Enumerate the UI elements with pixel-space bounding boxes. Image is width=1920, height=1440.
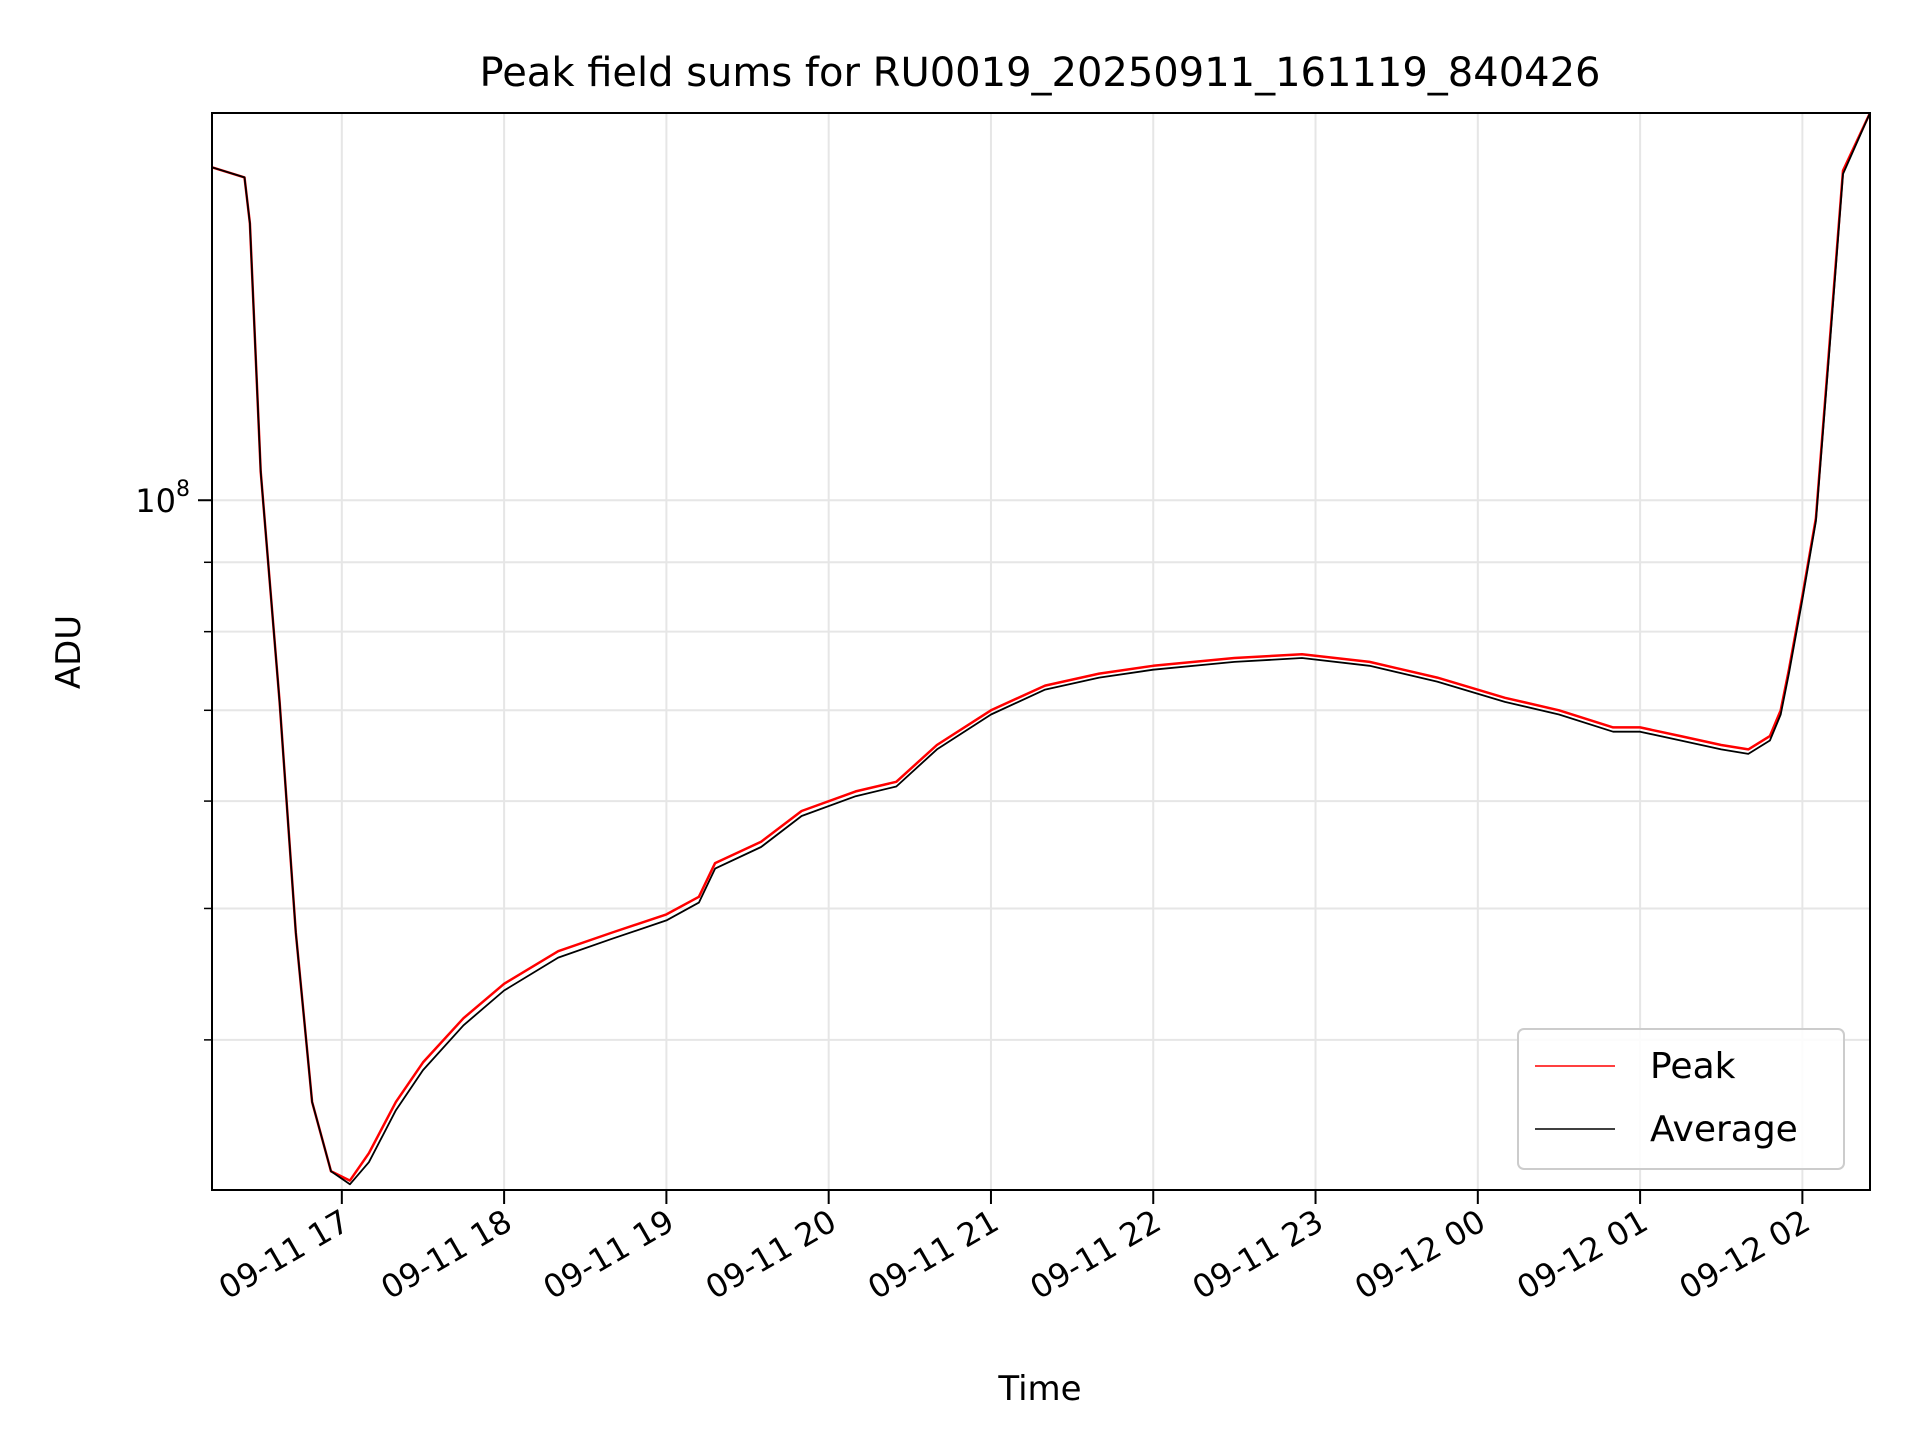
x-axis-label: Time [997,1369,1081,1409]
legend-box [1517,1028,1845,1170]
chart-title: Peak field sums for RU0019_20250911_1611… [480,50,1601,96]
legend-label-average: Average [1650,1109,1798,1150]
series-line-peak [211,112,1872,1182]
plot-frame [211,112,1871,1191]
y-axis-label: ADU [49,615,89,689]
grid-lines [212,113,1870,1190]
legend: Peak Average [1517,1028,1845,1170]
legend-label-peak: Peak [1650,1046,1736,1087]
series-line-average [211,112,1871,1186]
plot-area [212,113,1870,1190]
y-tick-exponent: 8 [176,477,190,502]
series-lines [211,112,1872,1186]
